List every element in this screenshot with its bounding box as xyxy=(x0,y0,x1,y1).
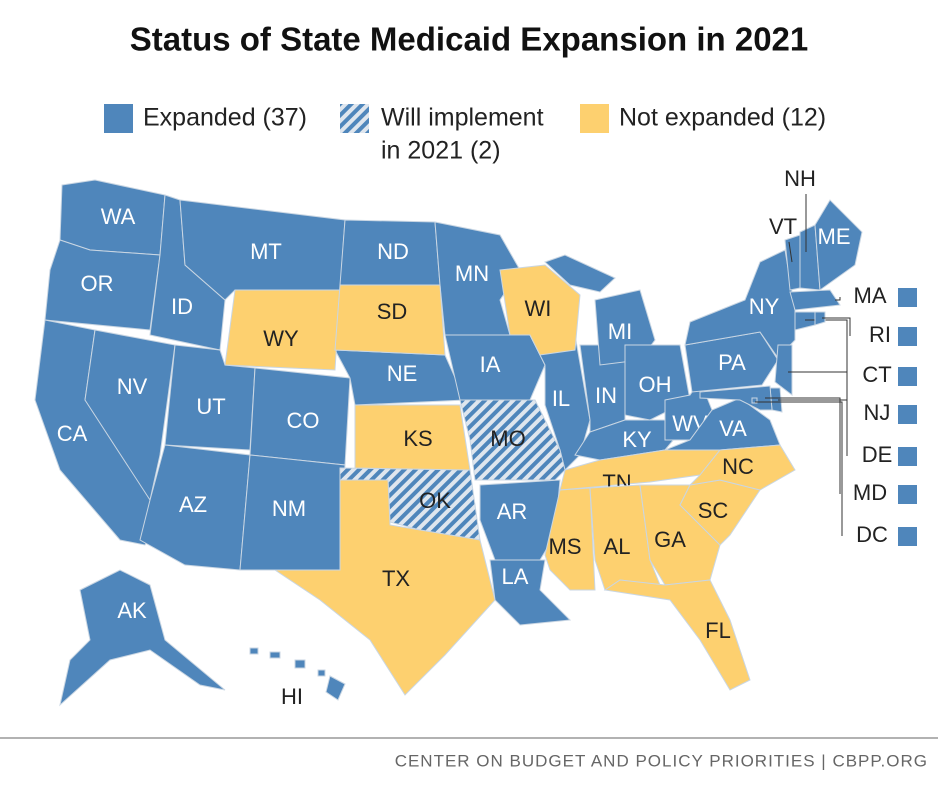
legend-label: in 2021 (2) xyxy=(381,137,501,165)
state-label: CA xyxy=(57,421,88,446)
state-label: MO xyxy=(490,426,525,451)
state-label: NC xyxy=(722,454,754,479)
state-label: AK xyxy=(117,598,147,623)
state-shape xyxy=(334,284,446,356)
state-label: NM xyxy=(272,496,306,521)
state-label: MT xyxy=(250,239,282,264)
state-swatch xyxy=(898,447,917,466)
state-label: ME xyxy=(818,224,851,249)
leader-line xyxy=(788,371,848,414)
state-shape xyxy=(249,647,346,701)
state-label: MI xyxy=(608,319,632,344)
title: Status of State Medicaid Expansion in 20… xyxy=(130,21,809,58)
state-shape xyxy=(603,579,751,691)
state-label: RI xyxy=(869,322,891,347)
state-swatch xyxy=(898,288,917,307)
state-shape xyxy=(774,344,793,397)
state-swatch xyxy=(898,485,917,504)
state-shape xyxy=(688,444,796,491)
state-label: AL xyxy=(604,534,631,559)
state-label: NY xyxy=(749,294,780,319)
state-label: AR xyxy=(497,499,528,524)
state-label: ND xyxy=(377,239,409,264)
state-label: IL xyxy=(552,386,570,411)
legend-swatch xyxy=(580,104,609,133)
state-label: MN xyxy=(455,261,489,286)
state-label: PA xyxy=(718,350,746,375)
state-label: TX xyxy=(382,566,410,591)
leader-line xyxy=(835,297,841,301)
state-shape xyxy=(459,399,566,481)
state-label: CO xyxy=(287,408,320,433)
state-label: WY xyxy=(263,326,299,351)
state-label: IN xyxy=(595,383,617,408)
state-label: NV xyxy=(117,374,148,399)
state-label: MA xyxy=(854,283,887,308)
state-label: GA xyxy=(654,527,686,552)
state-label: ID xyxy=(171,294,193,319)
leader-line xyxy=(765,397,841,494)
state-shape xyxy=(84,329,176,502)
footer: CENTER ON BUDGET AND POLICY PRIORITIES |… xyxy=(395,751,928,770)
leader-line xyxy=(755,401,843,536)
state-label: VA xyxy=(719,416,747,441)
legend-label: Expanded (37) xyxy=(143,104,307,132)
state-label: DC xyxy=(856,522,888,547)
state-label: KY xyxy=(622,427,652,452)
state-label: OK xyxy=(419,488,451,513)
state-shape xyxy=(699,385,773,411)
legend-swatch xyxy=(104,104,133,133)
state-label: UT xyxy=(196,394,225,419)
state-shape xyxy=(789,289,841,311)
state-label: SC xyxy=(698,498,729,523)
state-shape xyxy=(44,239,161,331)
state-shape xyxy=(273,479,496,696)
state-label: AZ xyxy=(179,492,207,517)
state-label: WI xyxy=(525,296,552,321)
leader-line xyxy=(805,319,848,376)
state-swatch xyxy=(898,327,917,346)
state-label: MS xyxy=(549,534,582,559)
state-label: MD xyxy=(853,480,887,505)
legend-label: Will implement xyxy=(381,104,544,132)
state-swatch xyxy=(898,527,917,546)
state-label: LA xyxy=(502,564,529,589)
state-shape xyxy=(814,199,863,291)
leader-line xyxy=(822,317,851,336)
legend-label: Not expanded (12) xyxy=(619,104,826,132)
state-shape xyxy=(354,404,471,471)
legend-swatch xyxy=(340,104,369,133)
state-shape xyxy=(794,311,816,331)
state-label: NJ xyxy=(864,400,891,425)
state-label: NH xyxy=(784,166,816,191)
state-label: OH xyxy=(639,372,672,397)
state-label: WA xyxy=(101,204,136,229)
state-shape xyxy=(479,479,561,561)
state-label: CT xyxy=(862,362,891,387)
state-swatch xyxy=(898,367,917,386)
state-label: SD xyxy=(377,299,408,324)
state-label: IA xyxy=(480,352,501,377)
state-shape xyxy=(224,289,341,371)
state-label: VT xyxy=(769,214,797,239)
state-label: KS xyxy=(403,426,432,451)
state-swatch xyxy=(898,405,917,424)
legend: Expanded (37) Will implement in 2021 (2) No… xyxy=(104,104,826,165)
state-label: DE xyxy=(862,442,893,467)
state-label: OR xyxy=(81,271,114,296)
state-label: HI xyxy=(281,684,303,709)
leader-line xyxy=(778,399,848,456)
state-shape xyxy=(499,264,581,356)
state-label: NE xyxy=(387,361,418,386)
state-shape xyxy=(59,569,226,707)
leader-line xyxy=(788,241,793,263)
state-label: FL xyxy=(705,618,731,643)
state-shape xyxy=(814,311,826,326)
